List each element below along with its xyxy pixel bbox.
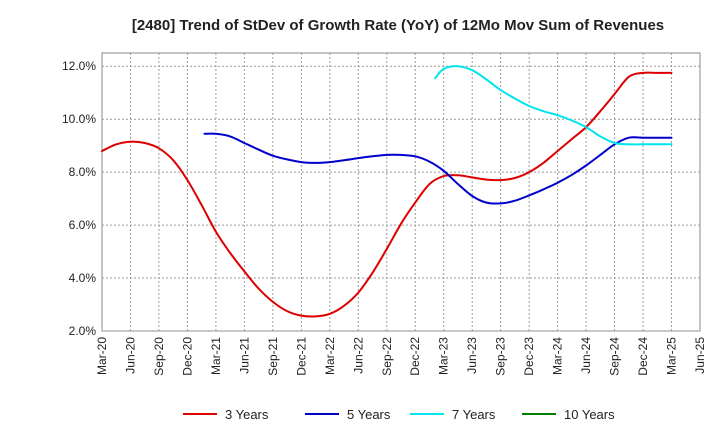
x-tick-label: Mar-22 bbox=[323, 337, 337, 375]
legend: 3 Years 5 Years 7 Years 10 Years bbox=[183, 407, 615, 422]
x-tick-label: Dec-24 bbox=[636, 337, 650, 376]
x-tick-label: Jun-22 bbox=[351, 337, 365, 374]
y-tick-label: 8.0% bbox=[69, 165, 97, 179]
x-tick-label: Dec-22 bbox=[408, 337, 422, 376]
legend-label-5-years: 5 Years bbox=[347, 407, 391, 422]
x-tick-label: Sep-23 bbox=[494, 337, 508, 376]
x-tick-label: Mar-23 bbox=[437, 337, 451, 375]
chart-title: [2480] Trend of StDev of Growth Rate (Yo… bbox=[132, 17, 664, 34]
x-tick-label: Dec-23 bbox=[522, 337, 536, 376]
x-tick-label: Jun-20 bbox=[123, 337, 137, 374]
x-tick-label: Mar-21 bbox=[209, 337, 223, 375]
y-tick-label: 12.0% bbox=[62, 59, 96, 73]
x-tick-label: Mar-20 bbox=[95, 337, 109, 375]
y-tick-label: 4.0% bbox=[69, 271, 97, 285]
x-tick-label: Mar-25 bbox=[665, 337, 679, 375]
y-axis-ticks: 2.0% 4.0% 6.0% 8.0% 10.0% 12.0% bbox=[62, 59, 96, 338]
x-tick-label: Sep-24 bbox=[608, 337, 622, 376]
x-tick-label: Jun-25 bbox=[693, 337, 707, 374]
plot-area bbox=[101, 52, 701, 332]
x-tick-label: Sep-20 bbox=[152, 337, 166, 376]
x-tick-label: Sep-21 bbox=[266, 337, 280, 376]
x-tick-label: Sep-22 bbox=[380, 337, 394, 376]
x-tick-label: Dec-21 bbox=[294, 337, 308, 376]
x-tick-label: Mar-24 bbox=[551, 337, 565, 375]
legend-label-7-years: 7 Years bbox=[452, 407, 496, 422]
x-tick-label: Jun-23 bbox=[465, 337, 479, 374]
x-tick-label: Jun-24 bbox=[579, 337, 593, 374]
series-lines bbox=[101, 65, 673, 318]
x-tick-label: Jun-21 bbox=[237, 337, 251, 374]
y-tick-label: 2.0% bbox=[69, 324, 97, 338]
y-tick-label: 10.0% bbox=[62, 112, 96, 126]
x-tick-label: Dec-20 bbox=[180, 337, 194, 376]
x-axis-ticks: Mar-20 Jun-20 Sep-20 Dec-20 Mar-21 Jun-21 Sep-… bbox=[95, 337, 707, 376]
series-line-5-years bbox=[203, 132, 673, 205]
legend-label-10-years: 10 Years bbox=[564, 407, 615, 422]
legend-label-3-years: 3 Years bbox=[225, 407, 269, 422]
series-line-3-years bbox=[101, 71, 673, 318]
y-tick-label: 6.0% bbox=[69, 218, 97, 232]
series-line-7-years bbox=[434, 65, 673, 146]
